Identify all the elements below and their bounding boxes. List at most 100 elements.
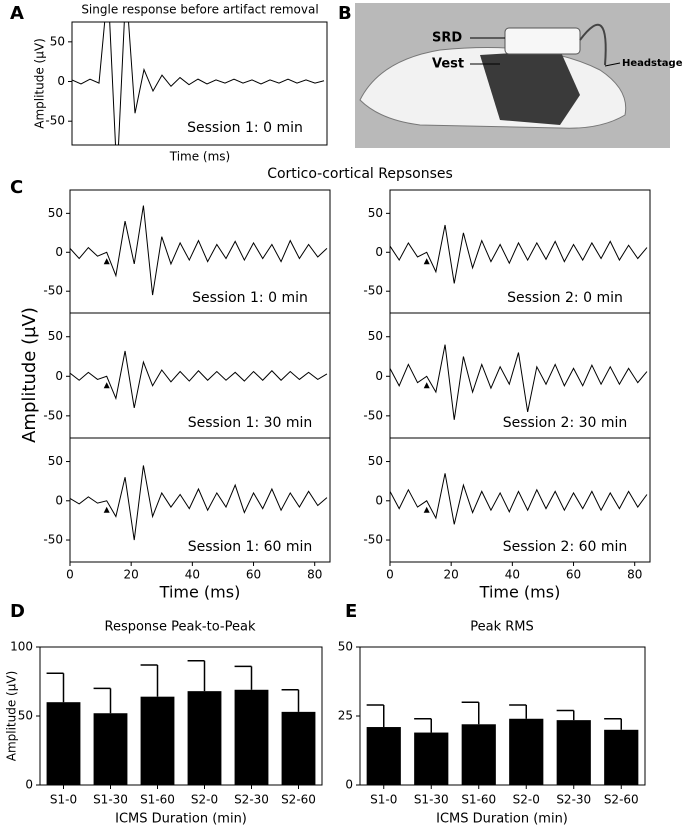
bar: [187, 691, 222, 785]
plot-frame: [69, 437, 331, 563]
plot-frame: [389, 437, 651, 563]
y-tick-label: -50: [45, 114, 65, 128]
y-tick-label: 0: [55, 493, 63, 507]
chart: Session 2: 0 min -50 0 50: [363, 189, 651, 314]
x-tick-label: 60: [246, 568, 261, 582]
y-axis-label: Amplitude (µV): [19, 307, 40, 443]
bar: [509, 718, 544, 785]
annotation: Session 1: 0 min: [187, 120, 303, 136]
x-tick-label: S2-0: [191, 793, 218, 807]
error-bar: [366, 704, 385, 728]
stimulus-marker: [423, 258, 430, 265]
error-bar: [461, 701, 480, 725]
y-tick-label: -50: [43, 284, 63, 298]
error-bar: [140, 664, 159, 697]
chart-title: Cortico-cortical Repsonses: [267, 166, 453, 182]
chart-title: Peak RMS: [470, 620, 534, 635]
y-tick-label: 100: [10, 640, 33, 654]
y-tick-label: -50: [363, 408, 383, 422]
chart: Time (ms) Session 1: 60 min -50 0 50 0 20 40 60 8…: [43, 437, 331, 602]
annotation: Session 1: 0 min: [192, 290, 308, 306]
annotation: Session 2: 0 min: [507, 290, 623, 306]
error-bar: [604, 718, 622, 730]
stimulus-marker: [103, 258, 110, 265]
wire: [579, 23, 607, 66]
bar: [461, 724, 496, 785]
y-tick-label: 0: [55, 369, 63, 383]
trace: [72, 22, 325, 145]
bar: [46, 702, 81, 785]
y-axis-label: Amplitude (µV): [33, 38, 47, 129]
panel-label: D: [10, 601, 25, 622]
srd-device: [504, 27, 581, 55]
x-tick-label: 40: [185, 568, 200, 582]
chart: A Single response before artifact removal…: [10, 3, 328, 164]
chart: Time (ms) Session 2: 60 min -50 0 50 0 20 40 60 8…: [363, 437, 651, 602]
stimulus-marker: [423, 506, 430, 513]
x-axis-label: ICMS Duration (min): [436, 812, 568, 827]
bar: [414, 732, 449, 785]
vest: [480, 50, 580, 125]
trace: [70, 350, 328, 409]
y-tick-label: 50: [48, 206, 63, 220]
bar: [281, 711, 316, 785]
error-bar: [556, 709, 575, 721]
callout: SRD: [432, 31, 462, 46]
x-tick-label: 0: [386, 568, 394, 582]
bar: [366, 727, 401, 785]
stimulus-marker: [103, 506, 110, 513]
x-tick-label: 20: [444, 568, 459, 582]
y-tick-label: 25: [338, 709, 353, 723]
callout: Vest: [432, 57, 464, 72]
y-tick-label: -50: [363, 284, 383, 298]
plot-frame: [71, 21, 328, 146]
y-tick-label: 0: [57, 74, 65, 88]
error-bar: [234, 665, 253, 690]
plot-frame: [359, 646, 646, 786]
chart: E Peak RMS ICMS Duration (min) 0 25 50 S1-0 S1-…: [338, 601, 646, 827]
trace: [390, 224, 648, 284]
panel-label: A: [10, 3, 24, 24]
annotation: Session 2: 30 min: [503, 415, 628, 431]
x-tick-label: 20: [124, 568, 139, 582]
bar: [234, 689, 269, 785]
x-tick-label: 80: [307, 568, 322, 582]
bar: [556, 720, 591, 785]
photo-panel: B SRD Vest Headstage: [338, 3, 683, 148]
callout: Headstage: [622, 58, 683, 69]
y-tick-label: 0: [55, 245, 63, 259]
x-axis-label: ICMS Duration (min): [115, 812, 247, 827]
y-tick-label: -50: [43, 408, 63, 422]
y-tick-label: 0: [375, 369, 383, 383]
x-axis-label: Time (ms): [479, 583, 561, 602]
x-axis-label: Time (ms): [159, 583, 241, 602]
plot-frame: [39, 646, 323, 786]
y-tick-label: 50: [368, 454, 383, 468]
x-tick-label: S1-30: [414, 793, 449, 807]
x-tick-label: 80: [627, 568, 642, 582]
annotation: Session 1: 60 min: [188, 539, 313, 555]
y-tick-label: 50: [368, 329, 383, 343]
error-bar: [281, 689, 300, 712]
y-tick-label: 50: [50, 34, 65, 48]
panel-label: C: [10, 177, 23, 198]
y-tick-label: 0: [375, 493, 383, 507]
error-bar: [414, 718, 432, 733]
x-tick-label: S1-60: [461, 793, 496, 807]
x-tick-label: S2-60: [604, 793, 639, 807]
x-tick-label: S2-0: [513, 793, 540, 807]
error-bar: [187, 660, 206, 692]
error-bar: [93, 687, 112, 714]
x-tick-label: S1-60: [140, 793, 175, 807]
bar: [93, 713, 128, 785]
y-tick-label: -50: [363, 533, 383, 547]
error-bar: [46, 672, 65, 703]
x-tick-label: 60: [566, 568, 581, 582]
chart-title: Response Peak-to-Peak: [105, 620, 256, 635]
trace: [390, 473, 648, 525]
y-tick-label: 50: [48, 454, 63, 468]
x-tick-label: S1-0: [370, 793, 397, 807]
x-tick-label: S2-30: [234, 793, 269, 807]
x-tick-label: S1-0: [50, 793, 77, 807]
